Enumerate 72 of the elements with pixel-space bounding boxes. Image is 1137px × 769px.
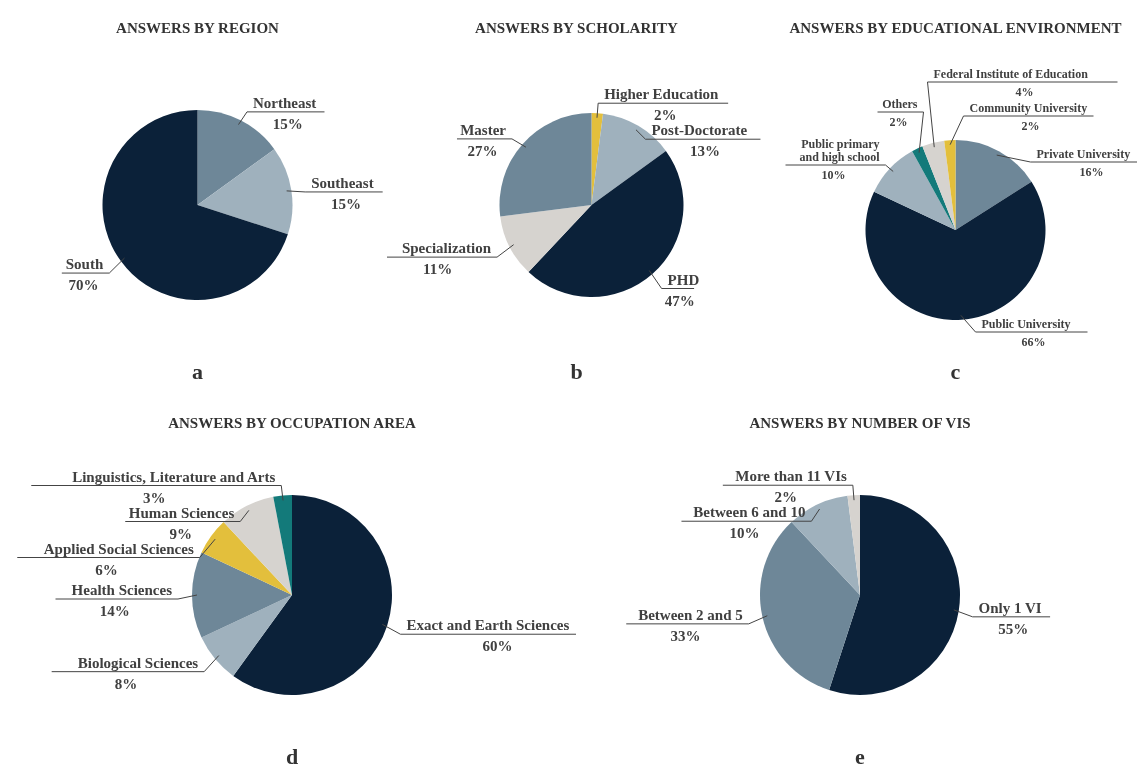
slice-label: Exact and Earth Sciences (406, 617, 570, 634)
data-label: 47% (664, 292, 695, 309)
data-label: 2% (889, 115, 908, 129)
pie-slice (233, 495, 392, 695)
data-label: 13% (689, 143, 720, 160)
slice-label: Others (882, 97, 918, 111)
chart-title: ANSWERS BY NUMBER OF VIS (748, 414, 972, 433)
slice-label: Public University (981, 317, 1071, 331)
slice-label: Human Sciences (128, 504, 235, 521)
pie-slice (201, 522, 292, 595)
pie-slice (201, 595, 292, 676)
data-label: 6% (95, 561, 118, 578)
slice-label: Biological Sciences (77, 654, 199, 671)
pie-slice (955, 140, 1032, 230)
data-label: 16% (1079, 165, 1104, 179)
chart-title: ANSWERS BY SCHOLARITY (474, 19, 679, 38)
slice-label: Higher Education (604, 86, 720, 103)
slice-label: Only 1 VI (978, 599, 1042, 616)
data-label: 15% (272, 115, 303, 132)
slice-label: Specialization (401, 240, 492, 257)
slice-label: Northeast (252, 94, 317, 111)
text: a (191, 358, 204, 386)
slice-label: Linguistics, Literature and Arts (72, 468, 276, 485)
data-label: 14% (99, 603, 130, 619)
slice-label: PHD (667, 271, 700, 288)
pie-slice (829, 495, 960, 695)
data-label: 3% (143, 489, 166, 506)
pie-slice (273, 495, 292, 595)
data-label: 11% (422, 261, 453, 278)
data-label: 66% (1021, 335, 1046, 349)
pie-slice (192, 552, 292, 638)
data-label: 10% (821, 168, 846, 182)
text: d (284, 743, 300, 769)
pie-slice (760, 522, 860, 691)
data-label: 2% (1021, 119, 1040, 133)
slice-label: Community University (969, 101, 1088, 115)
text: e (854, 743, 866, 769)
data-label: 2% (653, 107, 677, 124)
pie-slice (500, 205, 592, 273)
slice-label: Between 2 and 5 (638, 606, 743, 623)
data-label: 60% (482, 638, 513, 655)
slice-label: More than 11 VIs (735, 468, 847, 485)
chart-title: ANSWERS BY OCCUPATION AREA (167, 414, 417, 433)
slice-label: Public primary and high school (799, 137, 881, 164)
pie-slice (865, 181, 1046, 320)
pie-slice (197, 110, 275, 205)
slice-label: Private University (1036, 147, 1131, 161)
data-label: 2% (774, 489, 798, 506)
pie-slice (922, 140, 956, 230)
slice-label: Health Sciences (71, 582, 173, 598)
data-label: 8% (114, 675, 138, 692)
slice-label: Master (460, 121, 507, 138)
text: c (949, 358, 962, 386)
data-label: 9% (169, 525, 192, 542)
slice-label: South (65, 256, 104, 273)
data-label: 33% (670, 627, 701, 644)
pie-slice (944, 140, 956, 230)
data-label: 27% (467, 142, 498, 159)
slice-label: Federal Institute of Education (933, 67, 1089, 81)
slice-label: Post-Doctorate (651, 122, 748, 139)
chart-title: ANSWERS BY REGION (115, 19, 280, 38)
slice-label: Between 6 and 10 (693, 504, 806, 521)
data-label: 10% (729, 525, 760, 542)
slice-label: Southeast (311, 174, 374, 191)
slice-label: Applied Social Sciences (43, 540, 194, 557)
text: b (569, 358, 584, 386)
data-label: 55% (998, 620, 1029, 637)
data-label: 15% (330, 195, 361, 212)
data-label: 70% (68, 277, 99, 294)
chart-title: ANSWERS BY EDUCATIONAL ENVIRONMENT (788, 19, 1123, 38)
data-label: 4% (1015, 85, 1034, 99)
pie-slice (197, 149, 293, 235)
